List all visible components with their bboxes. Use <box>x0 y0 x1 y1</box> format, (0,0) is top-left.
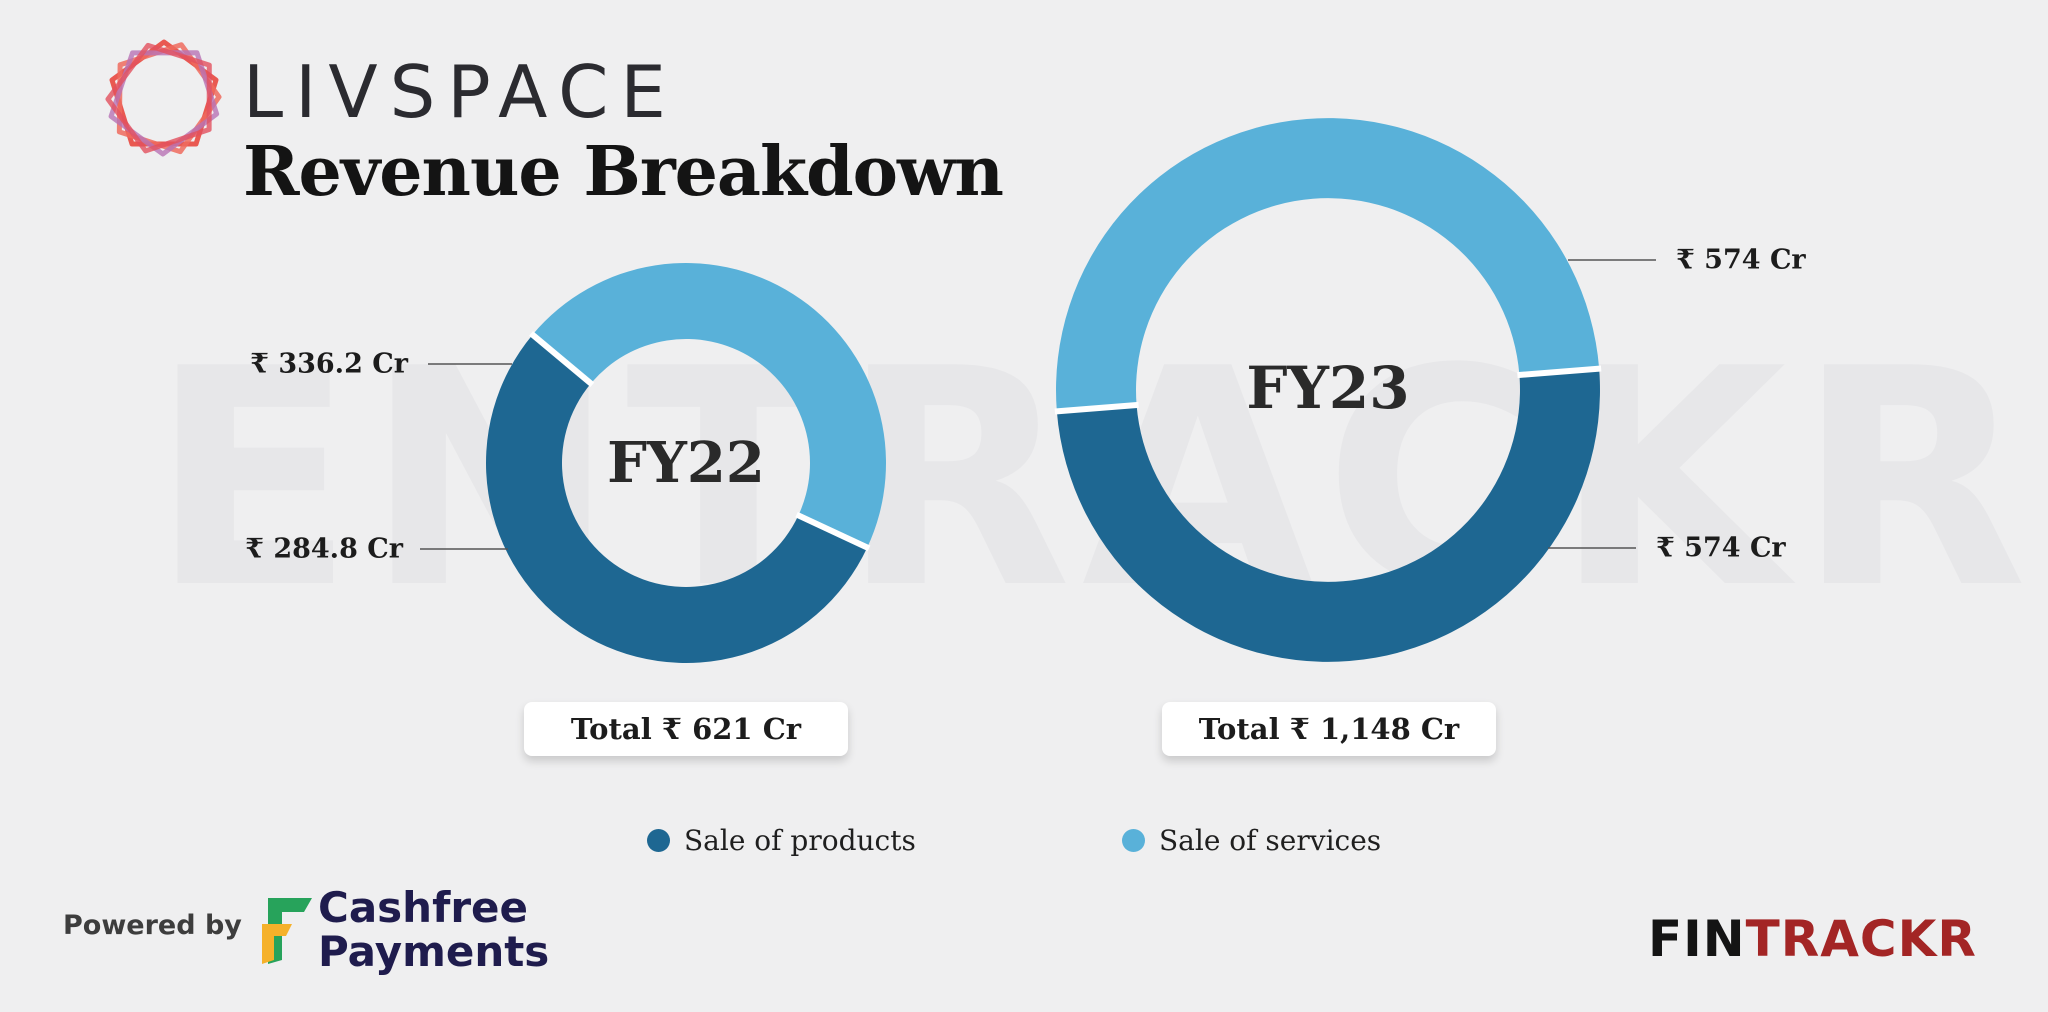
fy22-center-label: FY22 <box>607 430 765 496</box>
legend-label-products: Sale of products <box>684 824 916 857</box>
cashfree-logo-icon <box>262 898 312 964</box>
fy22-slice-separator <box>795 511 871 552</box>
powered-by-label: Powered by <box>63 910 242 941</box>
fintrackr-trackr: TRACKR <box>1745 910 1977 968</box>
legend-item-products: Sale of products <box>647 824 916 857</box>
cashfree-wordmark: Cashfree Payments <box>318 886 549 974</box>
fy22-total-box: Total ₹ 621 Cr <box>524 702 848 756</box>
legend-swatch-services <box>1122 829 1145 852</box>
fintrackr-fin: FIN <box>1648 910 1746 968</box>
fintrackr-logo: FINTRACKR <box>1648 914 1977 964</box>
fy23-slice-separator <box>1054 401 1139 415</box>
fy22-slice-services <box>532 263 886 548</box>
fy22-data-label-services: ₹ 284.8 Cr <box>245 534 404 565</box>
fy23-slice-services <box>1056 118 1600 412</box>
fy22-slice-separator <box>529 331 595 388</box>
fy22-slice-products <box>485 334 868 664</box>
page-title: Revenue Breakdown <box>243 132 1004 212</box>
fy23-slice-products <box>1056 368 1600 662</box>
brand-name: LIVSPACE <box>243 50 678 134</box>
legend-label-services: Sale of services <box>1159 824 1382 857</box>
livspace-logo-icon <box>105 39 222 157</box>
fy23-total-box: Total ₹ 1,148 Cr <box>1162 702 1496 756</box>
fy23-data-label-products: ₹ 574 Cr <box>1676 245 1806 276</box>
fy23-slice-separator <box>1517 365 1602 379</box>
cashfree-line2: Payments <box>318 927 550 976</box>
legend-swatch-products <box>647 829 670 852</box>
fy22-data-label-products: ₹ 336.2 Cr <box>250 349 409 380</box>
cashfree-line1: Cashfree <box>318 883 529 932</box>
legend-item-services: Sale of services <box>1122 824 1381 857</box>
fy23-data-label-services: ₹ 574 Cr <box>1656 533 1786 564</box>
fy23-center-label: FY23 <box>1246 354 1409 422</box>
